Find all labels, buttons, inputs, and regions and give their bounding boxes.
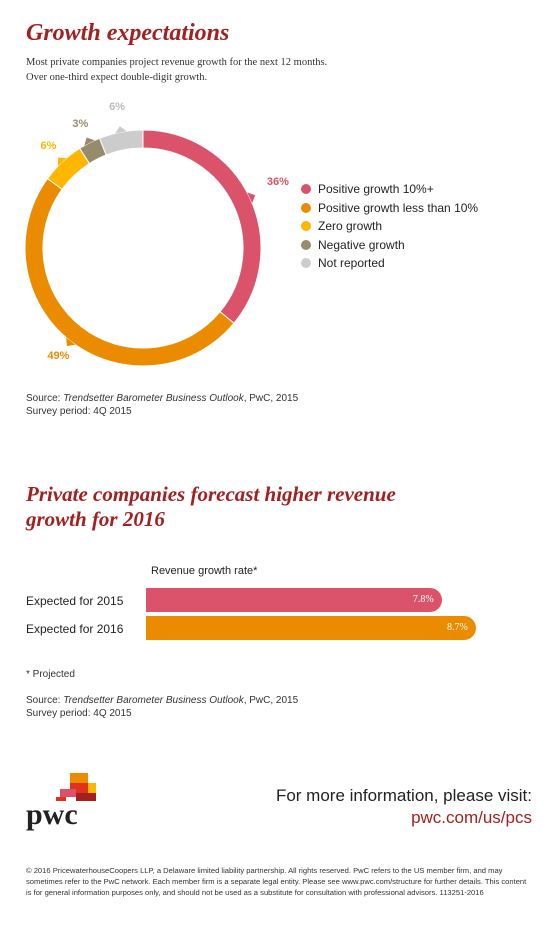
pwc-logo-text: pwc (26, 798, 78, 831)
donut-slice (24, 177, 235, 367)
legend-item: Not reported (301, 254, 478, 273)
more-info-text: For more information, please visit: (275, 786, 532, 805)
bar-value-label: 8.7% (447, 622, 468, 633)
legend-item: Negative growth (301, 236, 478, 255)
section2-source: Source: Trendsetter Barometer Business O… (26, 695, 299, 706)
donut-value-label: 6% (109, 101, 126, 114)
section2-survey-period: Survey period: 4Q 2015 (26, 708, 132, 719)
donut-pointer (247, 192, 256, 204)
legend-item: Positive growth less than 10% (301, 199, 478, 218)
pwc-logo: pwc (26, 773, 106, 838)
donut-legend: Positive growth 10%+ Positive growth less… (301, 180, 478, 273)
bar-chart-title: Revenue growth rate* (151, 565, 258, 577)
legend-swatch (301, 221, 311, 232)
donut-slice (98, 129, 144, 156)
legend-label: Positive growth less than 10% (318, 200, 479, 215)
section1-subtitle-line2: Over one-third expect double-digit growt… (26, 72, 208, 83)
legend-swatch (301, 184, 311, 195)
legend-label: Positive growth 10%+ (318, 182, 434, 197)
donut-pointer (58, 157, 67, 167)
legend-label: Negative growth (318, 237, 405, 252)
donut-chart (24, 126, 262, 367)
legend-item: Positive growth 10%+ (301, 180, 478, 199)
pwc-logo-mark: pwc (26, 773, 96, 831)
bar-value-label: 7.8% (412, 594, 434, 605)
donut-value-label: 6% (40, 140, 57, 153)
section1-survey-period: Survey period: 4Q 2015 (26, 406, 132, 417)
donut-pointer (66, 337, 76, 346)
legend-swatch (301, 239, 311, 250)
bar (146, 588, 442, 612)
donut-slice (142, 129, 262, 324)
donut-value-label: 36% (266, 176, 289, 189)
legend-swatch (301, 202, 311, 213)
projected-note: * Projected (26, 669, 75, 680)
section1-source: Source: Trendsetter Barometer Business O… (26, 393, 299, 404)
legend-label: Zero growth (318, 219, 383, 234)
section2-title-line1: Private companies forecast higher revenu… (26, 482, 396, 506)
donut-value-label: 3% (72, 118, 89, 131)
donut-pointer (84, 137, 95, 146)
section2-title-line2: growth for 2016 (26, 507, 165, 531)
bar (146, 616, 476, 640)
legal-disclaimer: © 2016 PricewaterhouseCoopers LLP, a Del… (26, 866, 527, 898)
legend-swatch (301, 258, 311, 269)
bar-category-label: Expected for 2015 (26, 594, 124, 608)
section1-title: Growth expectations (26, 20, 230, 46)
legend-item: Zero growth (301, 217, 478, 236)
legend-label: Not reported (318, 256, 385, 271)
pwc-link[interactable]: pwc.com/us/pcs (411, 808, 532, 827)
bar-category-label: Expected for 2016 (26, 622, 124, 636)
section1-subtitle-line1: Most private companies project revenue g… (26, 57, 328, 68)
donut-value-label: 49% (47, 350, 70, 363)
donut-pointer (115, 126, 127, 134)
